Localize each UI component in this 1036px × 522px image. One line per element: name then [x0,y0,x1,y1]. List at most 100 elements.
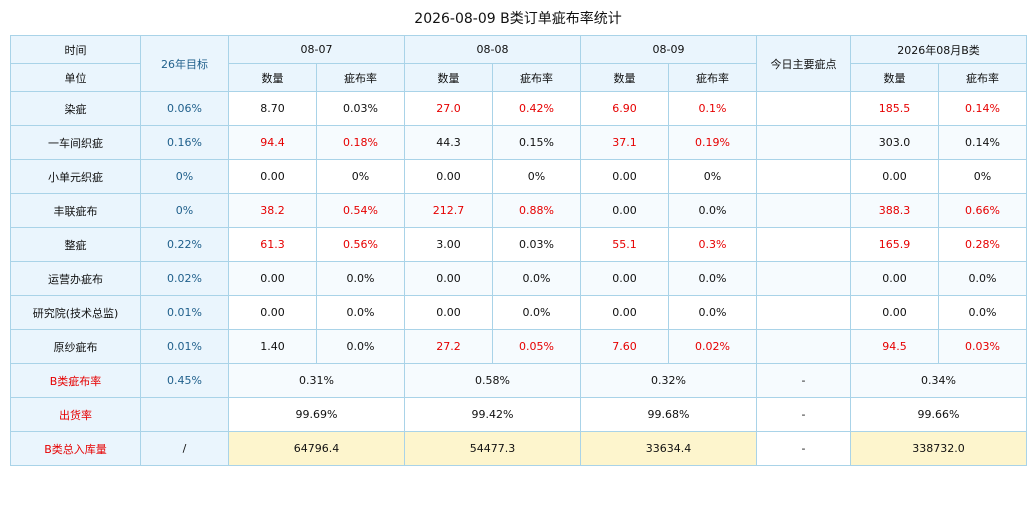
summary-value: 99.42% [404,397,581,432]
unit-cell: 小单元织疵 [10,159,141,194]
qty-cell: 0.00 [404,295,493,330]
rate-header: 疵布率 [937,63,1028,92]
summary-value: 0.58% [404,363,581,398]
qty-cell: 0.00 [580,295,669,330]
rate-cell: 0.88% [492,193,581,228]
month-qty-cell: 94.5 [850,329,939,364]
qty-cell: 55.1 [580,227,669,262]
rate-cell: 0.15% [492,125,581,160]
rate-cell: 0.03% [492,227,581,262]
summary-row-shipment-rate: 出货率 99.69% 99.42% 99.68% -99.66% [10,397,1028,432]
qty-cell: 0.00 [228,295,317,330]
month-qty-cell: 0.00 [850,159,939,194]
summary-label: B类疵布率 [10,363,141,398]
rate-cell: 0.02% [668,329,757,364]
summary-main-defect: - [756,431,851,466]
rate-cell: 0.05% [492,329,581,364]
table-row: 运营办疵布 0.02% 0.00 0.0% 0.00 0.0% 0.00 0.0% 0.00 0.… [10,261,1028,296]
unit-cell: 原纱疵布 [10,329,141,364]
rate-header: 疵布率 [316,63,405,92]
rate-cell: 0.18% [316,125,405,160]
main-defect-cell [756,329,851,364]
rate-header: 疵布率 [492,63,581,92]
table-row: 丰联疵布 0% 38.2 0.54% 212.7 0.88% 0.00 0.0% 388.3 0.… [10,193,1028,228]
report-title: 2026-08-09 B类订单疵布率统计 [414,11,622,27]
qty-cell: 0.00 [404,159,493,194]
rate-cell: 0.19% [668,125,757,160]
table-row: 整疵 0.22% 61.3 0.56% 3.00 0.03% 55.1 0.3% 165.9 0.… [10,227,1028,262]
month-rate-cell: 0.14% [937,91,1028,126]
rate-cell: 0.3% [668,227,757,262]
summary-main-defect: - [756,363,851,398]
month-qty-cell: 0.00 [850,295,939,330]
summary-row-defect-rate: B类疵布率 0.45% 0.31% 0.58% 0.32% -0.34% [10,363,1028,398]
summary-target: 0.45% [140,363,229,398]
rate-cell: 0.56% [316,227,405,262]
main-defect-cell [756,261,851,296]
summary-target: / [140,431,229,466]
qty-cell: 0.00 [404,261,493,296]
unit-cell: 丰联疵布 [10,193,141,228]
target-cell: 0.16% [140,125,229,160]
unit-cell: 染疵 [10,91,141,126]
month-header: 2026年08月B类 [849,35,1028,64]
unit-header: 单位 [10,63,141,92]
rate-cell: 0.0% [668,193,757,228]
summary-value: 0.32% [580,363,757,398]
month-qty-cell: 185.5 [850,91,939,126]
qty-cell: 27.2 [404,329,493,364]
table-row: 研究院(技术总监) 0.01% 0.00 0.0% 0.00 0.0% 0.00 0.0% 0.… [10,295,1028,330]
main-defect-cell [756,295,851,330]
summary-month-value: 99.66% [849,397,1028,432]
target-cell: 0.01% [140,329,229,364]
rate-cell: 0.0% [492,261,581,296]
month-qty-cell: 165.9 [850,227,939,262]
header-row-dates: 时间 26年目标 08-07 08-08 08-09 今日主要疵点 2026年0… [10,35,1028,92]
rate-cell: 0.1% [668,91,757,126]
qty-cell: 212.7 [404,193,493,228]
summary-value: 99.69% [228,397,405,432]
table-row: 染疵 0.06% 8.70 0.03% 27.0 0.42% 6.90 0.1% 185.5 0.… [10,91,1028,126]
time-header: 时间 [10,35,141,64]
month-qty-cell: 303.0 [850,125,939,160]
unit-cell: 一车间织疵 [10,125,141,160]
summary-row-total-inbound: B类总入库量/64796.4 54477.3 33634.4-338732.0 [10,431,1028,466]
summary-month-value: 0.34% [849,363,1028,398]
rate-cell: 0.0% [668,261,757,296]
qty-cell: 0.00 [228,159,317,194]
target-cell: 0% [140,193,229,228]
month-rate-cell: 0% [937,159,1028,194]
qty-cell: 0.00 [228,261,317,296]
unit-cell: 整疵 [10,227,141,262]
qty-cell: 0.00 [580,193,669,228]
target-header: 26年目标 [140,35,229,92]
main-defect-header: 今日主要疵点 [756,35,851,92]
summary-value: 0.31% [228,363,405,398]
qty-cell: 8.70 [228,91,317,126]
main-defect-cell [756,159,851,194]
table-row: 原纱疵布 0.01% 1.40 0.0% 27.2 0.05% 7.60 0.02% 94.5 0… [10,329,1028,364]
rate-cell: 0% [492,159,581,194]
qty-cell: 94.4 [228,125,317,160]
summary-target [140,397,229,432]
table-row: 一车间织疵 0.16% 94.4 0.18% 44.3 0.15% 37.1 0.19% 303… [10,125,1028,160]
target-cell: 0.02% [140,261,229,296]
rate-cell: 0.42% [492,91,581,126]
rate-cell: 0% [316,159,405,194]
date-header-2: 08-08 [404,35,581,64]
summary-label: B类总入库量 [10,431,141,466]
main-defect-cell [756,193,851,228]
qty-cell: 37.1 [580,125,669,160]
target-cell: 0.06% [140,91,229,126]
month-rate-cell: 0.66% [937,193,1028,228]
month-qty-cell: 388.3 [850,193,939,228]
month-rate-cell: 0.03% [937,329,1028,364]
qty-header: 数量 [404,63,493,92]
qty-cell: 0.00 [580,261,669,296]
qty-cell: 7.60 [580,329,669,364]
main-defect-cell [756,227,851,262]
rate-cell: 0.0% [492,295,581,330]
table-row: 小单元织疵 0% 0.00 0% 0.00 0% 0.00 0% 0.00 0% [10,159,1028,194]
summary-main-defect: - [756,397,851,432]
month-rate-cell: 0.0% [937,261,1028,296]
